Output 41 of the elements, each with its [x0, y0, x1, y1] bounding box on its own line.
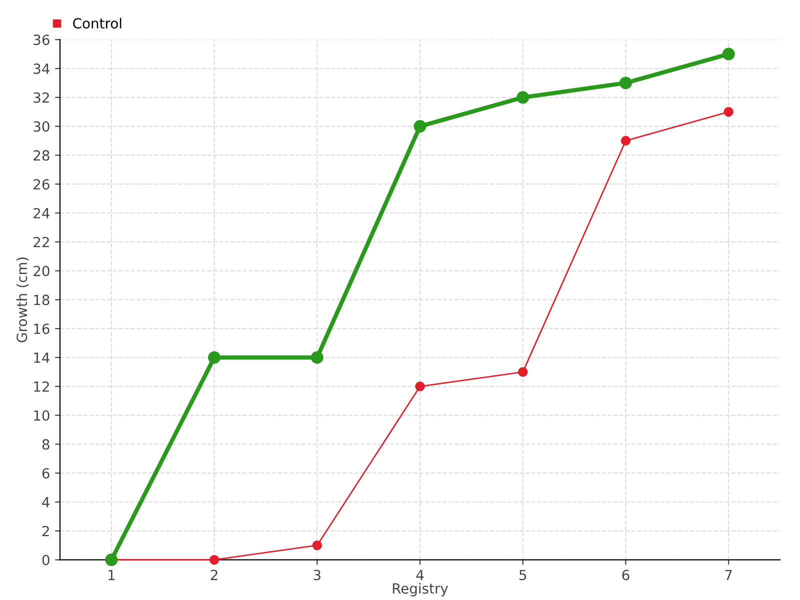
y-tick-label: 16	[34, 324, 50, 334]
y-tick-label: 12	[34, 381, 49, 392]
y-tick-label: 22	[34, 236, 49, 248]
x-tick-label: 4	[416, 570, 424, 580]
point	[310, 351, 324, 364]
y-tick-label: 8	[42, 439, 50, 450]
x-tick-label: 6	[622, 570, 630, 580]
y-tick-label: 26	[34, 179, 50, 190]
y-tick-label: 6	[42, 468, 50, 479]
y-tick-label: 36	[34, 34, 50, 46]
x-axis-title: Registry	[392, 582, 448, 596]
x-tick-label: 5	[520, 570, 526, 580]
point	[415, 382, 425, 392]
point	[620, 136, 631, 146]
y-tick-label: 24	[34, 208, 50, 218]
point	[724, 106, 734, 117]
x-tick-label: 1	[108, 570, 115, 580]
y-axis-title: Growth (cm)	[16, 258, 29, 342]
y-tick-label: 32	[34, 92, 49, 103]
y-tick-label: 28	[34, 150, 50, 161]
y-tick-label: 30	[34, 121, 50, 132]
y-tick-label: 18	[34, 294, 50, 306]
y-tick-label: 4	[42, 497, 50, 508]
legend-label: Control	[73, 18, 122, 29]
point	[209, 554, 220, 565]
point	[208, 351, 221, 364]
point	[414, 120, 426, 133]
point	[516, 91, 530, 104]
y-tick-label: 0	[42, 554, 50, 566]
point	[312, 540, 322, 550]
x-tick-label: 3	[314, 570, 320, 580]
y-tick-label: 34	[34, 63, 50, 74]
y-tick-label: 20	[34, 266, 50, 276]
point	[518, 367, 528, 377]
y-tick-label: 2	[42, 526, 49, 536]
point	[619, 76, 632, 90]
x-tick-label: 2	[210, 570, 218, 580]
y-tick-label: 14	[34, 352, 50, 363]
point	[722, 48, 735, 60]
x-tick-label: 7	[725, 570, 732, 580]
y-tick-label: 10	[34, 410, 50, 421]
